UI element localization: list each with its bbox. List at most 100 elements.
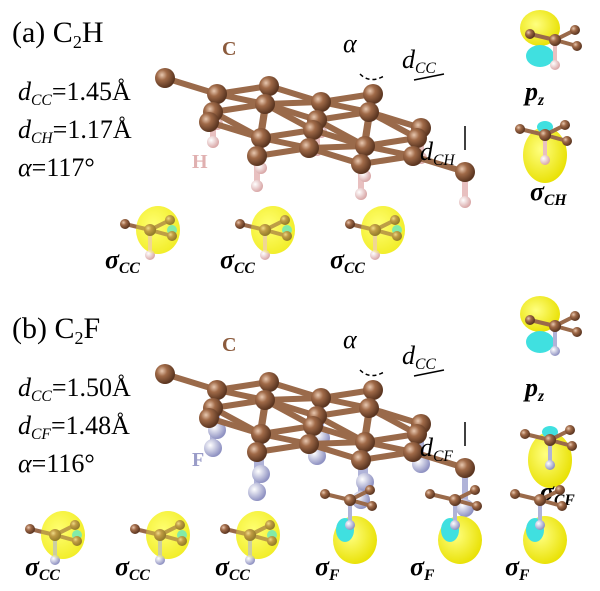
carbon-atom: [207, 380, 227, 400]
carbon-atom: [455, 162, 475, 182]
carbon-atom: [154, 529, 166, 541]
carbon-atom: [363, 84, 383, 104]
ligand-atom: [355, 188, 367, 200]
carbon-atom: [282, 231, 292, 241]
angle-label: α: [343, 325, 358, 354]
ligand-atom: [50, 555, 60, 565]
panel-tag: (b): [12, 312, 47, 345]
carbon-atom: [351, 450, 371, 470]
symbol-label: σF: [505, 552, 530, 584]
carbon-atom: [244, 529, 256, 541]
symbol: α: [18, 449, 33, 478]
carbon-atom: [555, 485, 565, 495]
symbol-label: α=117°: [18, 153, 95, 182]
symbol-label: dCC=1.45Å: [18, 77, 131, 109]
symbol-label: (a) C2H: [12, 16, 103, 52]
symbol: d: [18, 115, 32, 144]
subscript: CC: [31, 388, 52, 405]
orbital-lobe: [136, 206, 180, 254]
ligand-atom: [204, 439, 222, 457]
value: =1.48Å: [51, 411, 130, 440]
symbol: C: [54, 312, 74, 345]
carbon-atom: [570, 311, 580, 321]
carbon-atom: [251, 128, 271, 148]
carbon-atom: [165, 215, 175, 225]
symbol-label: dCH: [420, 137, 455, 169]
symbol: σ: [530, 177, 545, 206]
ligand-atom: [345, 520, 355, 530]
carbon-label: C: [222, 334, 236, 356]
carbon-atom: [570, 25, 580, 35]
subscript: CH: [544, 192, 567, 209]
subscript: F: [518, 567, 530, 584]
carbon-atom: [199, 112, 219, 132]
symbol: σ: [410, 552, 425, 581]
symbol-label: σCC: [330, 245, 365, 277]
orbital-lobe: [361, 206, 405, 254]
carbon-atom: [403, 146, 423, 166]
carbon-atom: [25, 524, 35, 534]
subscript: CH: [31, 130, 53, 147]
symbol-label: dCF: [420, 433, 453, 465]
value: =116°: [32, 449, 95, 478]
carbon-atom: [144, 224, 156, 236]
symbol: σ: [115, 552, 130, 581]
angle-arc: [359, 369, 385, 377]
carbon-atom: [359, 102, 379, 122]
carbon-atom: [299, 138, 319, 158]
orbital-lobe: [526, 331, 554, 353]
symbol: d: [402, 341, 416, 370]
carbon-atom: [525, 315, 535, 325]
carbon-atom: [472, 501, 482, 511]
value: =117°: [32, 153, 95, 182]
subscript: CF: [433, 448, 453, 465]
symbol: p: [523, 77, 538, 106]
carbon-atom: [359, 398, 379, 418]
subscript: CC: [229, 567, 250, 584]
ligand-atom: [155, 555, 165, 565]
carbon-atom: [365, 485, 375, 495]
carbon-atom: [49, 529, 61, 541]
symbol: σ: [105, 245, 120, 274]
carbon-atom: [251, 424, 271, 444]
carbon-atom: [70, 520, 80, 530]
symbol: σ: [215, 552, 230, 581]
carbon-atom: [392, 231, 402, 241]
symbol: σ: [220, 245, 235, 274]
carbon-atom: [255, 94, 275, 114]
carbon-atom: [344, 494, 356, 506]
subscript: CC: [119, 260, 140, 277]
tail: H: [82, 16, 104, 49]
carbon-atom: [345, 219, 355, 229]
carbon-atom: [449, 494, 461, 506]
symbol: σ: [505, 552, 520, 581]
ligand-atom: [535, 520, 545, 530]
carbon-atom: [177, 536, 187, 546]
subscript: CC: [344, 260, 365, 277]
carbon-atom: [320, 489, 330, 499]
ligand-atom: [550, 346, 560, 356]
ligand-atom: [550, 60, 560, 70]
subscript: CC: [234, 260, 255, 277]
carbon-atom: [299, 434, 319, 454]
carbon-atom: [407, 128, 427, 148]
carbon-atom: [539, 129, 551, 141]
carbon-atom: [425, 489, 435, 499]
carbon-label: C: [222, 38, 236, 60]
ligand-atom: [248, 483, 266, 501]
carbon-atom: [167, 231, 177, 241]
carbon-atom: [515, 124, 525, 134]
subscript: z: [537, 388, 544, 405]
symbol: d: [420, 433, 434, 462]
subscript: CC: [39, 567, 60, 584]
value: =1.45Å: [52, 77, 131, 106]
symbol: α: [18, 153, 33, 182]
symbol: d: [402, 45, 416, 74]
carbon-atom: [544, 434, 556, 446]
symbol-label: pz: [523, 77, 544, 109]
symbol: C: [53, 16, 73, 49]
orbital-lobe: [146, 511, 190, 559]
carbon-atom: [303, 416, 323, 436]
symbol-label: dCC=1.50Å: [18, 373, 131, 405]
ligand-atom: [260, 250, 270, 260]
